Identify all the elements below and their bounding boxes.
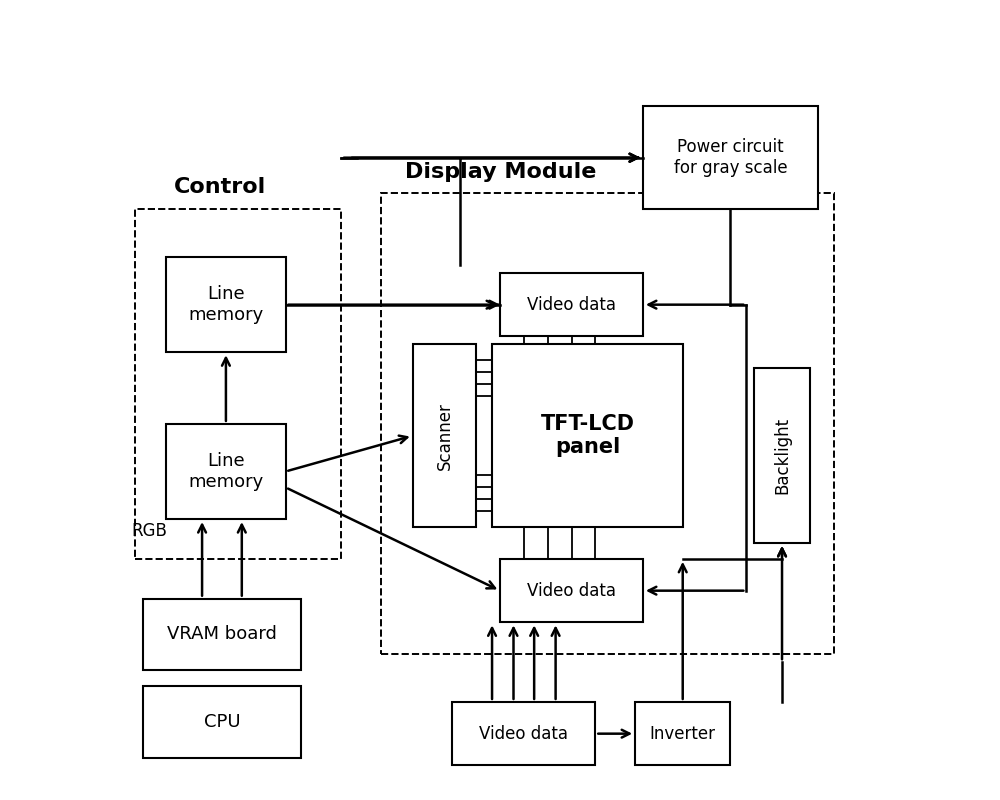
Bar: [381, 194, 834, 654]
Bar: [500, 273, 643, 337]
Text: Power circuit
for gray scale: Power circuit for gray scale: [674, 138, 787, 177]
Bar: [143, 598, 301, 670]
Text: Backlight: Backlight: [773, 417, 791, 494]
Text: Display Module: Display Module: [405, 162, 596, 182]
Bar: [643, 106, 818, 210]
Text: Line
memory: Line memory: [188, 286, 264, 324]
Bar: [143, 686, 301, 758]
Text: Video data: Video data: [527, 582, 616, 600]
Bar: [635, 702, 730, 766]
Bar: [492, 344, 683, 527]
Text: VRAM board: VRAM board: [167, 626, 277, 643]
Bar: [413, 344, 476, 527]
Bar: [452, 702, 595, 766]
Bar: [166, 257, 286, 352]
Text: CPU: CPU: [204, 713, 240, 730]
Text: Inverter: Inverter: [650, 725, 716, 742]
Text: TFT-LCD
panel: TFT-LCD panel: [540, 414, 634, 458]
Text: Control: Control: [174, 178, 267, 198]
Text: RGB: RGB: [131, 522, 167, 540]
Text: Scanner: Scanner: [435, 402, 453, 470]
Bar: [135, 210, 341, 559]
Text: Video data: Video data: [527, 296, 616, 314]
Text: Line
memory: Line memory: [188, 452, 264, 491]
Bar: [166, 424, 286, 519]
Bar: [754, 368, 810, 543]
Text: Video data: Video data: [479, 725, 568, 742]
Bar: [500, 559, 643, 622]
